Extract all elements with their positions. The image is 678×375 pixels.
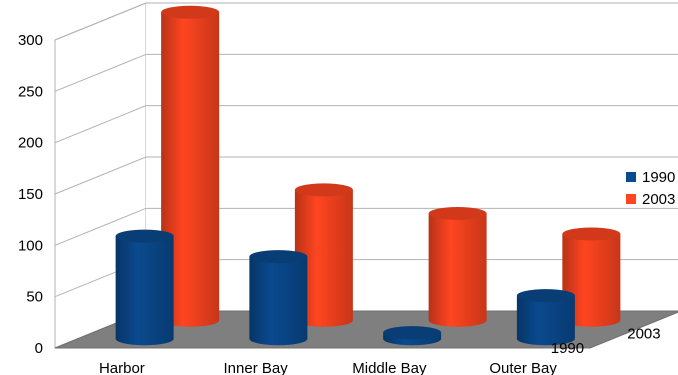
y-tick-label: 200 (18, 135, 43, 152)
cylinder-body (516, 295, 575, 346)
cylinder-body (161, 12, 220, 327)
bar-2003-inner-bay (294, 183, 353, 327)
grid-line (54, 2, 678, 41)
bar-1990-outer-bay (516, 289, 575, 346)
category-label: Middle Bay (352, 360, 427, 375)
depth-label: 1990 (551, 340, 584, 357)
series-2003-bars (161, 5, 621, 327)
cylinder-top (428, 206, 487, 220)
y-tick-label: 150 (18, 186, 43, 203)
bar-1990-harbor (115, 229, 174, 346)
series-1990-bars (115, 229, 575, 346)
y-tick-label: 50 (26, 289, 43, 306)
cylinder-top (249, 250, 308, 264)
y-tick-label: 100 (18, 237, 43, 254)
cylinder-body (249, 256, 308, 346)
category-label: Harbor (99, 360, 145, 375)
legend-label: 2003 (642, 191, 675, 208)
bar-1990-middle-bay (383, 326, 442, 346)
cylinder-body (428, 213, 487, 327)
bar-1990-inner-bay (249, 250, 308, 346)
category-label: Outer Bay (489, 360, 557, 375)
y-tick-label: 300 (18, 32, 43, 49)
cylinder-top (562, 227, 621, 241)
legend: 1990 2003 (626, 169, 675, 208)
grid-line (54, 156, 678, 195)
grid-line (54, 207, 678, 246)
bar-2003-outer-bay (562, 227, 621, 327)
depth-label: 2003 (627, 325, 660, 342)
cylinder-top (516, 289, 575, 303)
grid-line (54, 53, 678, 92)
cylinder-top (115, 229, 174, 243)
x-axis-categories: Harbor Inner Bay Middle Bay Outer Bay (99, 360, 557, 375)
cylinder-top (383, 326, 442, 340)
cylinder-body (562, 234, 621, 327)
cylinder-top (294, 183, 353, 197)
cylinder-body (115, 236, 174, 346)
y-tick-label: 250 (18, 83, 43, 100)
bar-2003-middle-bay (428, 206, 487, 327)
y-tick-label: 0 (35, 340, 43, 357)
legend-swatch (626, 172, 636, 182)
grid-line (54, 105, 678, 144)
cylinder-top (161, 5, 220, 19)
legend-label: 1990 (642, 169, 675, 186)
bar-2003-harbor (161, 5, 220, 327)
legend-swatch (626, 194, 636, 204)
y-axis-ticks: 0 50 100 150 200 250 300 (18, 32, 43, 357)
category-label: Inner Bay (224, 360, 289, 375)
depth-axis-labels: 2003 1990 (551, 325, 661, 357)
cylinder-body (294, 189, 353, 327)
